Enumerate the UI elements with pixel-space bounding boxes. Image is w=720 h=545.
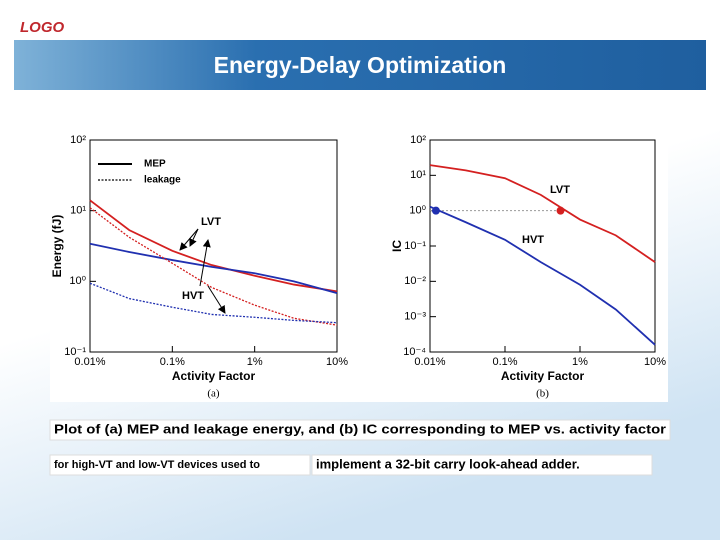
y-tick-label: 10⁻⁴ <box>403 346 426 358</box>
title-band <box>14 40 706 90</box>
subcaption: (a) <box>207 388 220 400</box>
slide-title: Energy-Delay Optimization <box>214 52 507 78</box>
series-line <box>89 282 338 324</box>
annotation: LVT <box>201 216 221 228</box>
series-line <box>89 242 338 295</box>
logo: LOGO <box>20 19 64 36</box>
marker-point <box>556 206 565 215</box>
x-tick-label: 10% <box>644 356 666 368</box>
annotation: HVT <box>182 290 204 302</box>
caption: for high-VT and low-VT devices used to <box>54 459 260 471</box>
y-axis-label: Energy (fJ) <box>50 215 64 278</box>
annotation-arrow <box>207 285 226 314</box>
x-tick-label: 10% <box>326 356 348 368</box>
y-tick-label: 10⁻³ <box>404 311 426 323</box>
caption-box <box>49 419 671 441</box>
series-line <box>89 207 338 326</box>
y-tick-label: 10¹ <box>410 169 426 181</box>
annotation: HVT <box>522 234 544 246</box>
legend-label: MEP <box>144 159 166 170</box>
annotation-arrow <box>199 239 211 287</box>
x-tick-label: 1% <box>247 356 263 368</box>
series-line <box>429 164 656 263</box>
legend-label: leakage <box>144 175 181 186</box>
x-tick-label: 0.01% <box>74 356 105 368</box>
y-tick-label: 10⁻¹ <box>64 346 86 358</box>
subcaption: (b) <box>536 388 549 400</box>
caption: Plot of (a) MEP and leakage energy, and … <box>54 422 666 436</box>
caption-box <box>49 454 311 476</box>
y-tick-label: 10² <box>70 134 86 146</box>
marker-point <box>431 206 440 215</box>
y-tick-label: 10⁰ <box>69 275 86 287</box>
annotation-arrow <box>179 228 199 251</box>
annotation: LVT <box>550 184 570 196</box>
x-axis-label: Activity Factor <box>501 369 585 383</box>
x-tick-label: 0.01% <box>414 356 445 368</box>
y-tick-label: 10⁰ <box>409 205 426 217</box>
plot-frame <box>89 139 338 353</box>
annotation-arrow <box>189 228 199 247</box>
series-line <box>89 199 338 293</box>
figure-panel <box>50 128 668 402</box>
series-line <box>429 205 656 346</box>
caption-box <box>311 454 653 476</box>
x-tick-label: 1% <box>572 356 588 368</box>
caption: implement a 32-bit carry look-ahead adde… <box>316 456 580 471</box>
y-tick-label: 10⁻¹ <box>404 240 426 252</box>
y-tick-label: 10⁻² <box>404 275 426 287</box>
x-axis-label: Activity Factor <box>172 369 256 383</box>
y-axis-label: IC <box>390 240 404 252</box>
y-tick-label: 10¹ <box>70 205 86 217</box>
x-tick-label: 0.1% <box>492 356 517 368</box>
x-tick-label: 0.1% <box>160 356 185 368</box>
y-tick-label: 10² <box>410 134 426 146</box>
